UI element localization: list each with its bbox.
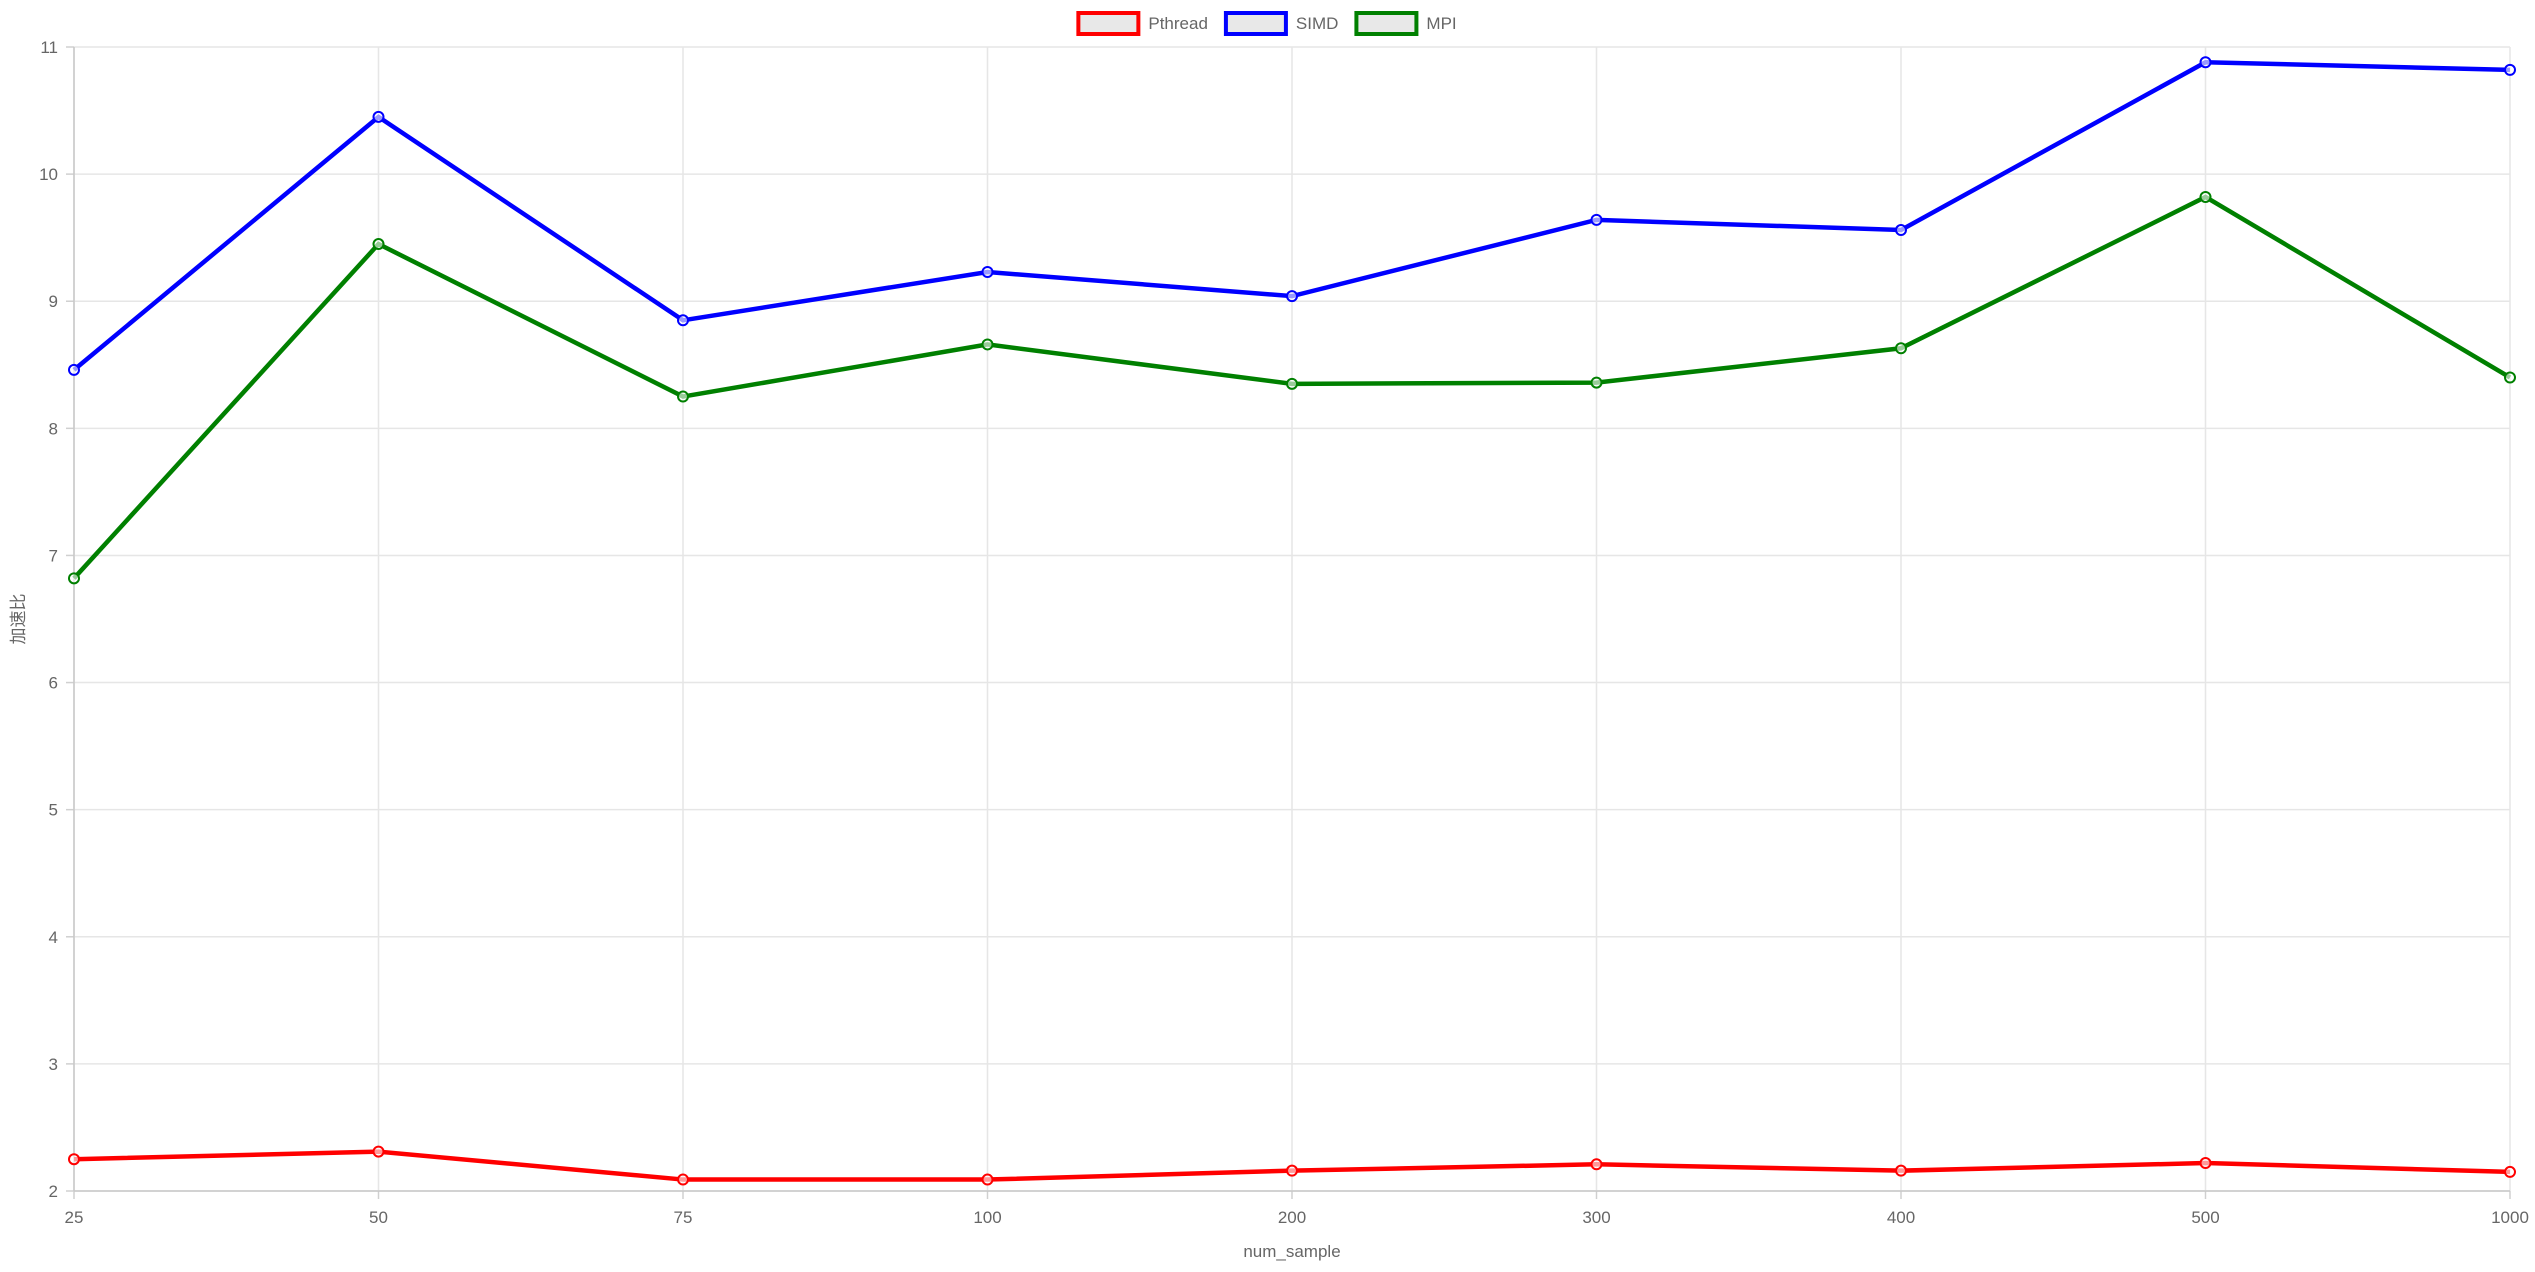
y-tick-label: 4 [49,928,58,947]
x-tick-label: 100 [973,1208,1001,1227]
data-point-simd[interactable] [68,363,80,376]
data-point-simd[interactable] [2199,56,2212,69]
data-point-pthread[interactable] [1286,1164,1298,1177]
y-axis-label: 加速比 [9,594,28,645]
data-point-simd[interactable] [1286,290,1298,303]
x-tick-label: 50 [369,1208,388,1227]
data-point-mpi[interactable] [1286,377,1298,390]
x-axis-label: num_sample [1243,1242,1340,1261]
legend-item-pthread[interactable]: Pthread [1076,11,1208,36]
data-point-pthread[interactable] [2199,1157,2212,1170]
y-tick-label: 11 [40,38,58,57]
data-point-pthread[interactable] [2504,1165,2516,1178]
data-point-mpi[interactable] [2199,190,2212,203]
x-tick-label: 300 [1582,1208,1610,1227]
x-tick-label: 75 [674,1208,693,1227]
x-tick-label: 200 [1278,1208,1306,1227]
data-point-mpi[interactable] [981,338,994,351]
legend-item-mpi[interactable]: MPI [1354,11,1457,36]
series-lines [68,56,2516,1186]
x-tick-label: 25 [65,1208,84,1227]
x-tick-label: 500 [2191,1208,2219,1227]
data-point-pthread[interactable] [372,1145,385,1158]
x-tick-label: 1000 [2491,1208,2529,1227]
legend-label-simd: SIMD [1296,14,1339,33]
data-point-pthread[interactable] [981,1173,994,1186]
x-tick-label: 400 [1887,1208,1915,1227]
data-point-mpi[interactable] [1895,342,1907,355]
grid [73,46,2511,1192]
data-point-mpi[interactable] [68,572,80,585]
data-point-simd[interactable] [981,265,994,278]
axes: 2 3 4 5 6 7 8 9 10 11 25 50 75 100 200 300 400 500 1000 [39,38,2529,1227]
legend-swatch-simd [1223,11,1288,36]
y-tick-label: 8 [49,419,58,438]
data-point-mpi[interactable] [2504,371,2516,384]
y-tick-label: 5 [49,801,58,820]
data-point-mpi[interactable] [372,238,385,251]
data-point-pthread[interactable] [1895,1164,1907,1177]
y-tick-label: 9 [49,292,58,311]
y-tick-label: 3 [49,1055,58,1074]
data-point-pthread[interactable] [1590,1158,1603,1171]
y-tick-label: 10 [39,165,58,184]
data-point-pthread[interactable] [68,1153,80,1166]
data-point-simd[interactable] [1590,213,1603,226]
legend-swatch-pthread [1076,11,1141,36]
legend-item-simd[interactable]: SIMD [1223,11,1339,36]
legend-swatch-mpi [1354,11,1419,36]
data-point-simd[interactable] [1895,224,1907,237]
data-point-simd[interactable] [372,110,385,123]
data-point-simd[interactable] [677,314,689,327]
data-point-simd[interactable] [2504,63,2516,76]
legend-label-pthread: Pthread [1148,14,1208,33]
y-tick-label: 7 [49,546,58,565]
data-point-mpi[interactable] [1590,376,1603,389]
y-tick-label: 6 [49,674,58,693]
legend-label-mpi: MPI [1426,14,1456,33]
legend[interactable]: Pthread SIMD MPI [1076,11,1457,36]
y-tick-label: 2 [49,1182,58,1201]
data-point-pthread[interactable] [677,1173,689,1186]
data-point-mpi[interactable] [677,390,689,403]
